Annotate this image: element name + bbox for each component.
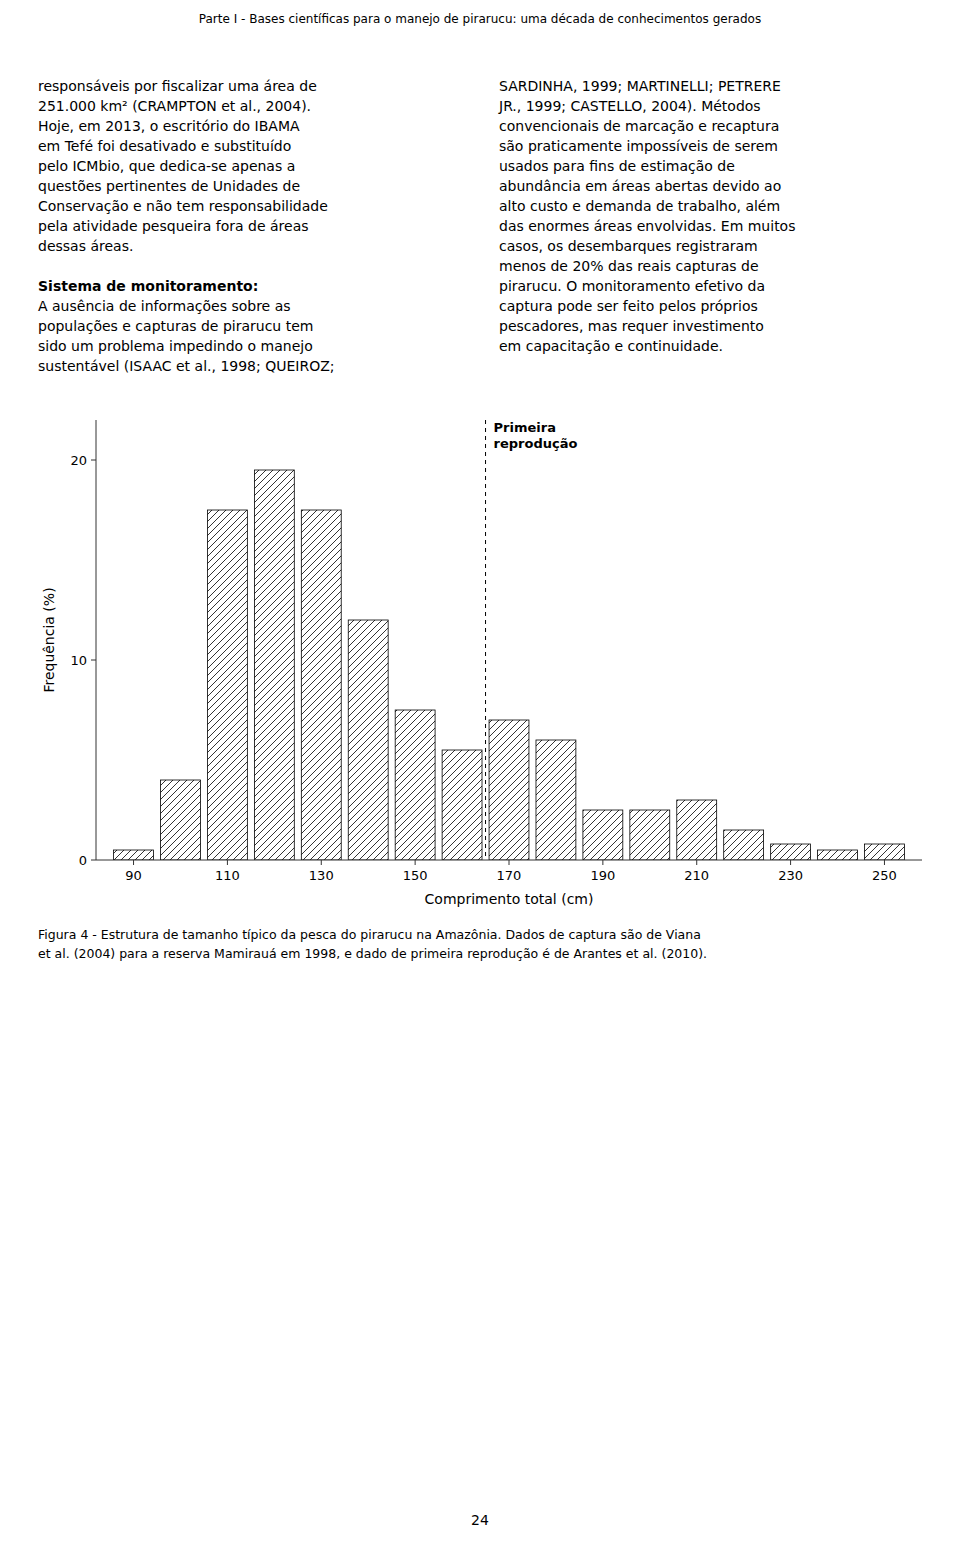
annotation-line: Primeira [494,420,556,435]
x-tick [509,860,510,865]
body-text: pela atividade pesqueira fora de áreas [38,216,309,236]
x-tick [602,860,603,865]
x-tick [321,860,322,865]
y-tick-label: 10 [70,653,87,668]
y-tick [91,860,96,861]
body-text: em capacitação e continuidade. [499,336,723,356]
bar [677,800,717,860]
x-tick [696,860,697,865]
bar [161,780,201,860]
x-tick [884,860,885,865]
caption: Figura 4 - Estrutura de tamanho típico d… [38,926,701,944]
caption: et al. (2004) para a reserva Mamirauá em… [38,945,707,963]
body-text: menos de 20% das reais capturas de [499,256,759,276]
x-tick-label: 230 [778,868,803,883]
body-text: SARDINHA, 1999; MARTINELLI; PETRERE [499,76,781,96]
body-text: usados para fins de estimação de [499,156,735,176]
bar [114,850,154,860]
bar [207,510,247,860]
x-tick-label: 190 [590,868,615,883]
x-tick [415,860,416,865]
page-header: Parte I - Bases científicas para o manej… [0,12,960,26]
bar [583,810,623,860]
x-tick-label: 90 [125,868,142,883]
body-text: dessas áreas. [38,236,133,256]
y-axis [96,420,97,860]
bar [442,750,482,860]
body-text: populações e capturas de pirarucu tem [38,316,313,336]
y-axis-label: Frequência (%) [41,587,57,692]
y-tick [91,460,96,461]
body-text: alto custo e demanda de trabalho, além [499,196,780,216]
bar [771,844,811,860]
bar [254,470,294,860]
bars [114,420,905,860]
section-heading: Sistema de monitoramento: [38,276,258,296]
body-text: pirarucu. O monitoramento efetivo da [499,276,765,296]
body-text: JR., 1999; CASTELLO, 2004). Métodos [499,96,761,116]
body-text: captura pode ser feito pelos próprios [499,296,758,316]
x-tick-label: 250 [872,868,897,883]
bar [301,510,341,860]
page-number: 24 [0,1512,960,1528]
x-tick-label: 150 [403,868,428,883]
body-text: questões pertinentes de Unidades de [38,176,300,196]
body-text: A ausência de informações sobre as [38,296,291,316]
y-tick-label: 20 [70,453,87,468]
annotation: Primeirareprodução [494,420,578,451]
bar [818,850,858,860]
x-tick [790,860,791,865]
body-text: em Tefé foi desativado e substituído [38,136,291,156]
bar [489,720,529,860]
bar [536,740,576,860]
body-text: sustentável (ISAAC et al., 1998; QUEIROZ… [38,356,334,376]
x-tick [133,860,134,865]
body-text: Conservação e não tem responsabilidade [38,196,328,216]
bar [865,844,905,860]
reference-line [485,420,486,860]
x-tick-label: 170 [497,868,522,883]
bar [630,810,670,860]
body-text: das enormes áreas envolvidas. Em muitos [499,216,795,236]
body-text: responsáveis por fiscalizar uma área de [38,76,317,96]
body-text: casos, os desembarques registraram [499,236,758,256]
x-tick-label: 210 [684,868,709,883]
y-tick [91,660,96,661]
body-text: pescadores, mas requer investimento [499,316,764,336]
body-text: sido um problema impedindo o manejo [38,336,313,356]
body-text: são praticamente impossíveis de serem [499,136,778,156]
bar [395,710,435,860]
body-text: pelo ICMbio, que dedica-se apenas a [38,156,295,176]
chart: Primeirareprodução 90 110 130 150 170 190 210 23… [0,400,960,920]
annotation-line: reprodução [494,436,578,451]
y-tick-label: 0 [79,853,87,868]
body-text: convencionais de marcação e recaptura [499,116,779,136]
x-tick-label: 130 [309,868,334,883]
bar [724,830,764,860]
x-axis-label: Comprimento total (cm) [425,891,594,907]
body-text: 251.000 km² (CRAMPTON et al., 2004). [38,96,311,116]
x-tick-label: 110 [215,868,240,883]
body-text: abundância em áreas abertas devido ao [499,176,781,196]
body-text: Hoje, em 2013, o escritório do IBAMA [38,116,300,136]
bar [348,620,388,860]
x-tick [227,860,228,865]
